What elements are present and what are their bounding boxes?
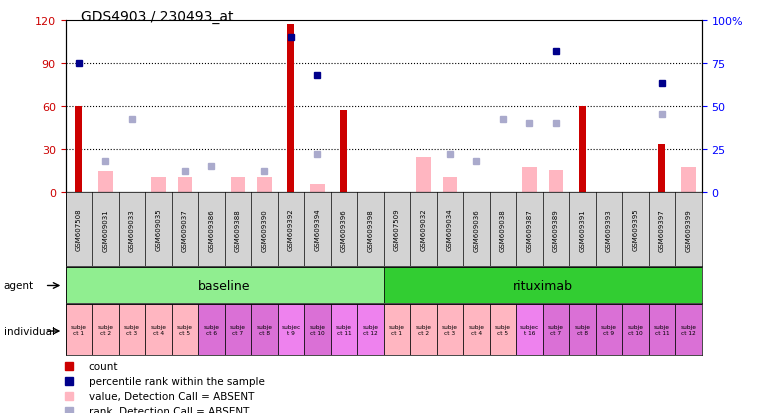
Bar bbox=[383, 304, 410, 355]
Text: value, Detection Call = ABSENT: value, Detection Call = ABSENT bbox=[89, 391, 254, 401]
Bar bbox=[569, 304, 595, 355]
Bar bbox=[675, 304, 702, 355]
Text: subje
ct 3: subje ct 3 bbox=[442, 324, 458, 335]
Text: GSM609032: GSM609032 bbox=[420, 209, 426, 251]
Bar bbox=[463, 304, 490, 355]
Bar bbox=[145, 304, 171, 355]
Bar bbox=[622, 304, 648, 355]
Text: GSM609392: GSM609392 bbox=[288, 209, 294, 251]
Text: GSM607509: GSM607509 bbox=[394, 209, 400, 251]
Text: GSM609398: GSM609398 bbox=[367, 208, 373, 251]
Text: GSM609393: GSM609393 bbox=[606, 208, 612, 251]
Text: GDS4903 / 230493_at: GDS4903 / 230493_at bbox=[81, 10, 234, 24]
Text: subje
ct 10: subje ct 10 bbox=[628, 324, 643, 335]
Bar bbox=[224, 304, 251, 355]
Text: GSM609033: GSM609033 bbox=[129, 208, 135, 251]
Bar bbox=[75, 106, 82, 192]
Text: subje
ct 5: subje ct 5 bbox=[177, 324, 193, 335]
Text: GSM609035: GSM609035 bbox=[155, 209, 161, 251]
Text: subje
ct 2: subje ct 2 bbox=[97, 324, 113, 335]
Bar bbox=[383, 267, 702, 304]
Text: GSM609395: GSM609395 bbox=[632, 209, 638, 251]
Bar bbox=[257, 178, 271, 192]
Text: GSM609034: GSM609034 bbox=[447, 209, 453, 251]
Bar bbox=[287, 25, 295, 192]
Text: subje
ct 11: subje ct 11 bbox=[336, 324, 352, 335]
Bar bbox=[92, 304, 119, 355]
Text: GSM607508: GSM607508 bbox=[76, 209, 82, 251]
Bar bbox=[66, 304, 92, 355]
Bar bbox=[278, 304, 304, 355]
Bar bbox=[681, 168, 695, 192]
Text: count: count bbox=[89, 361, 118, 371]
Bar bbox=[310, 185, 325, 192]
Text: subje
ct 7: subje ct 7 bbox=[230, 324, 246, 335]
Text: individual: individual bbox=[4, 326, 55, 336]
Text: subje
ct 2: subje ct 2 bbox=[416, 324, 431, 335]
Text: subje
ct 11: subje ct 11 bbox=[654, 324, 670, 335]
Text: subje
ct 10: subje ct 10 bbox=[309, 324, 325, 335]
Bar bbox=[304, 304, 331, 355]
Bar bbox=[151, 178, 166, 192]
Text: subje
ct 7: subje ct 7 bbox=[548, 324, 564, 335]
Text: GSM609399: GSM609399 bbox=[685, 208, 692, 251]
Bar bbox=[548, 171, 563, 192]
Text: rank, Detection Call = ABSENT: rank, Detection Call = ABSENT bbox=[89, 406, 249, 413]
Bar bbox=[658, 145, 665, 192]
Text: subje
ct 6: subje ct 6 bbox=[204, 324, 219, 335]
Text: GSM609397: GSM609397 bbox=[659, 208, 665, 251]
Text: rituximab: rituximab bbox=[513, 279, 573, 292]
Bar bbox=[516, 304, 543, 355]
Text: GSM609036: GSM609036 bbox=[473, 208, 480, 251]
Bar bbox=[66, 267, 384, 304]
Bar bbox=[171, 304, 198, 355]
Bar bbox=[331, 304, 357, 355]
Text: GSM609396: GSM609396 bbox=[341, 208, 347, 251]
Bar bbox=[357, 304, 384, 355]
Text: subje
ct 9: subje ct 9 bbox=[601, 324, 617, 335]
Text: subje
ct 8: subje ct 8 bbox=[574, 324, 591, 335]
Bar bbox=[596, 304, 622, 355]
Text: subje
ct 12: subje ct 12 bbox=[680, 324, 696, 335]
Text: GSM609031: GSM609031 bbox=[103, 208, 108, 251]
Bar bbox=[648, 304, 675, 355]
Text: subjec
t 9: subjec t 9 bbox=[281, 324, 301, 335]
Text: GSM609386: GSM609386 bbox=[208, 208, 214, 251]
Bar bbox=[579, 106, 586, 192]
Text: GSM609390: GSM609390 bbox=[261, 208, 268, 251]
Bar bbox=[231, 178, 245, 192]
Text: GSM609387: GSM609387 bbox=[527, 208, 532, 251]
Bar bbox=[177, 178, 192, 192]
Bar bbox=[410, 304, 436, 355]
Text: subjec
t 16: subjec t 16 bbox=[520, 324, 539, 335]
Bar bbox=[490, 304, 516, 355]
Bar bbox=[98, 172, 113, 192]
Bar bbox=[198, 304, 224, 355]
Text: subje
ct 5: subje ct 5 bbox=[495, 324, 511, 335]
Bar bbox=[119, 304, 145, 355]
Bar bbox=[543, 304, 569, 355]
Text: subje
ct 4: subje ct 4 bbox=[150, 324, 167, 335]
Bar bbox=[416, 158, 431, 192]
Text: subje
ct 12: subje ct 12 bbox=[362, 324, 379, 335]
Text: GSM609038: GSM609038 bbox=[500, 208, 506, 251]
Text: GSM609394: GSM609394 bbox=[315, 209, 320, 251]
Bar bbox=[443, 178, 457, 192]
Bar bbox=[251, 304, 278, 355]
Bar bbox=[522, 168, 537, 192]
Text: percentile rank within the sample: percentile rank within the sample bbox=[89, 376, 264, 386]
Text: subje
ct 1: subje ct 1 bbox=[71, 324, 87, 335]
Text: subje
ct 8: subje ct 8 bbox=[256, 324, 272, 335]
Text: GSM609037: GSM609037 bbox=[182, 208, 188, 251]
Text: GSM609391: GSM609391 bbox=[579, 208, 585, 251]
Text: subje
ct 1: subje ct 1 bbox=[389, 324, 405, 335]
Bar bbox=[340, 111, 348, 192]
Text: subje
ct 4: subje ct 4 bbox=[468, 324, 484, 335]
Text: baseline: baseline bbox=[198, 279, 251, 292]
Text: GSM609389: GSM609389 bbox=[553, 208, 559, 251]
Text: agent: agent bbox=[4, 281, 34, 291]
Bar bbox=[436, 304, 463, 355]
Text: GSM609388: GSM609388 bbox=[235, 208, 241, 251]
Text: subje
ct 3: subje ct 3 bbox=[124, 324, 140, 335]
